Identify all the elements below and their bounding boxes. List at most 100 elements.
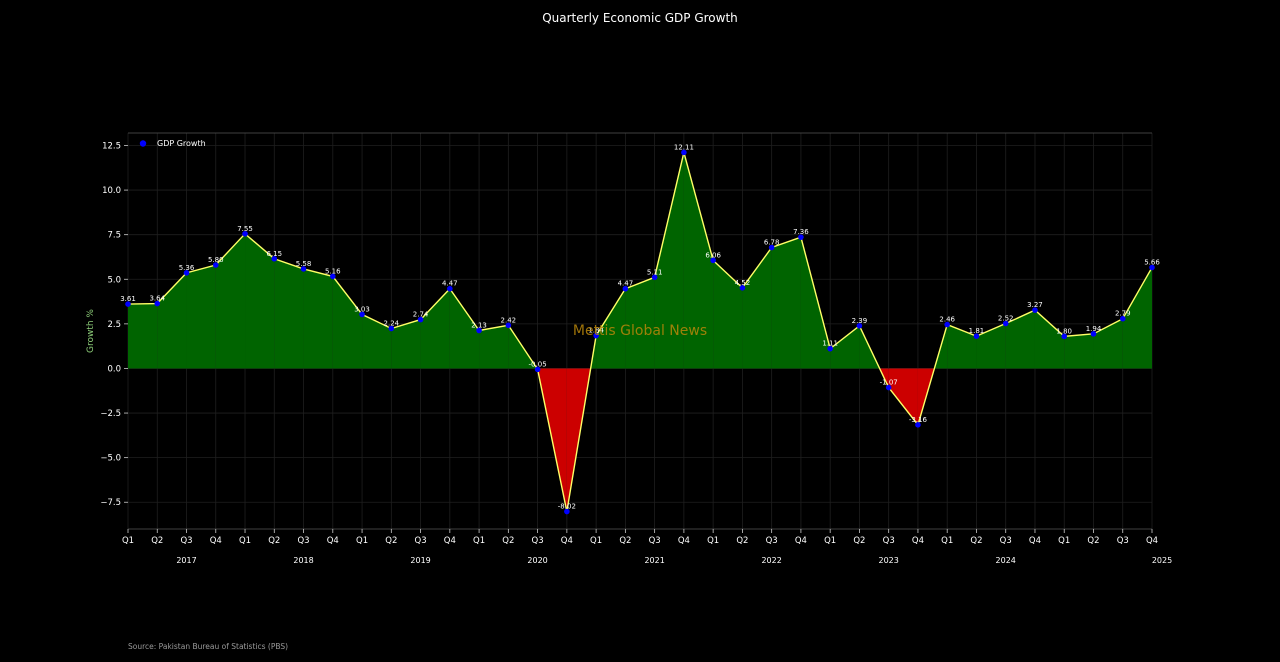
data-point	[564, 508, 570, 515]
x-tick-label: Q1	[473, 536, 485, 546]
x-tick-label: Q3	[532, 536, 544, 546]
data-point	[417, 316, 424, 323]
data-label: 2.13	[471, 321, 487, 329]
data-point	[1119, 315, 1126, 322]
positive-area-segment	[1064, 333, 1094, 369]
data-point	[505, 322, 512, 329]
y-tick-label: 5.0	[107, 275, 121, 285]
x-tick-label: Q4	[795, 536, 807, 546]
x-tick-label: Q2	[1087, 536, 1099, 546]
positive-area-segment	[479, 325, 509, 369]
x-year-label: 2018	[293, 556, 313, 565]
data-label: 7.55	[237, 225, 253, 233]
data-label: 7.36	[793, 228, 809, 236]
x-year-label: 2020	[527, 556, 547, 565]
data-point	[973, 333, 980, 339]
positive-area-segment	[1034, 310, 1065, 369]
positive-area-segment	[245, 233, 275, 369]
y-tick-label: 0.0	[107, 364, 121, 374]
x-tick-label: Q4	[327, 536, 339, 546]
positive-area-segment	[128, 303, 158, 369]
x-tick-label: Q3	[297, 536, 309, 546]
data-point	[1090, 331, 1097, 337]
positive-area-segment	[771, 237, 801, 369]
data-label: 2.52	[998, 315, 1014, 323]
y-axis-label: Growth %	[86, 309, 96, 353]
data-label: 5.36	[179, 264, 195, 272]
data-label: 6.78	[764, 239, 780, 247]
data-point	[622, 285, 629, 292]
positive-area-segment	[976, 323, 1006, 369]
data-point	[154, 300, 161, 307]
data-label: 2.39	[852, 317, 868, 325]
x-tick-label: Q2	[970, 536, 982, 546]
data-label: 1.11	[822, 340, 838, 348]
x-tick-label: Q3	[415, 536, 427, 546]
x-tick-label: Q4	[444, 536, 456, 546]
positive-area-segment	[303, 268, 333, 369]
positive-area-segment	[391, 319, 421, 369]
x-tick-label: Q3	[649, 536, 661, 546]
data-label: 2.79	[1115, 310, 1131, 318]
positive-area-segment	[683, 152, 714, 369]
legend: GDP Growth	[139, 139, 206, 148]
data-point	[1061, 333, 1068, 340]
x-tick-label: Q1	[239, 536, 251, 546]
data-label: 5.58	[296, 260, 312, 268]
data-label: 2.46	[939, 316, 955, 324]
legend-entry: GDP Growth	[157, 139, 206, 148]
data-label: 4.47	[442, 280, 458, 288]
x-tick-label: Q4	[210, 536, 222, 546]
x-tick-label: Q1	[356, 536, 368, 546]
x-year-label: 2017	[176, 556, 196, 565]
data-point	[242, 230, 248, 237]
data-label: 1.94	[1086, 325, 1102, 333]
data-label: 2.42	[501, 316, 517, 324]
x-tick-label: Q3	[1000, 536, 1012, 546]
data-markers	[125, 149, 1155, 515]
x-tick-label: Q1	[941, 536, 953, 546]
y-tick-label: 12.5	[102, 141, 121, 151]
y-tick-label: −7.5	[100, 498, 121, 508]
x-tick-label: Q2	[853, 536, 865, 546]
x-year-label: 2021	[644, 556, 664, 565]
data-point	[300, 266, 307, 272]
data-label: 3.61	[120, 295, 136, 303]
data-point	[856, 323, 863, 329]
x-tick-label: Q3	[766, 536, 778, 546]
x-tick-label: Q4	[561, 536, 573, 546]
positive-area-segment	[625, 277, 655, 369]
positive-area-segment	[596, 288, 626, 369]
gdp-growth-line	[127, 152, 1153, 512]
x-tick-label: Q4	[1146, 536, 1158, 546]
positive-area-segment	[1122, 267, 1152, 369]
x-tick-label: Q2	[268, 536, 280, 546]
data-label: 3.64	[149, 295, 165, 303]
x-year-label: 2019	[410, 556, 430, 565]
data-label: 3.03	[354, 305, 370, 313]
y-tick-label: −5.0	[100, 454, 121, 464]
data-point	[534, 366, 541, 373]
legend-marker	[139, 140, 147, 147]
x-tick-label: Q1	[1058, 536, 1070, 546]
x-tick-label: Q4	[1029, 536, 1041, 546]
data-point	[212, 262, 219, 268]
data-point	[447, 285, 453, 292]
x-tick-label: Q3	[883, 536, 895, 546]
data-label: 5.80	[208, 256, 224, 264]
positive-area-segment	[332, 276, 363, 369]
x-year-label: 2025	[1152, 556, 1172, 565]
data-label: 2.74	[413, 311, 429, 319]
data-point	[1002, 320, 1009, 327]
data-point	[593, 332, 599, 339]
data-label: -0.05	[529, 360, 547, 368]
data-label: 4.52	[735, 279, 751, 287]
watermark: Mettis Global News	[573, 323, 707, 339]
data-point	[183, 270, 190, 276]
data-point	[271, 255, 278, 262]
positive-area-segment	[362, 314, 392, 369]
data-point	[651, 274, 658, 281]
data-point	[125, 301, 131, 307]
data-point	[710, 257, 716, 264]
